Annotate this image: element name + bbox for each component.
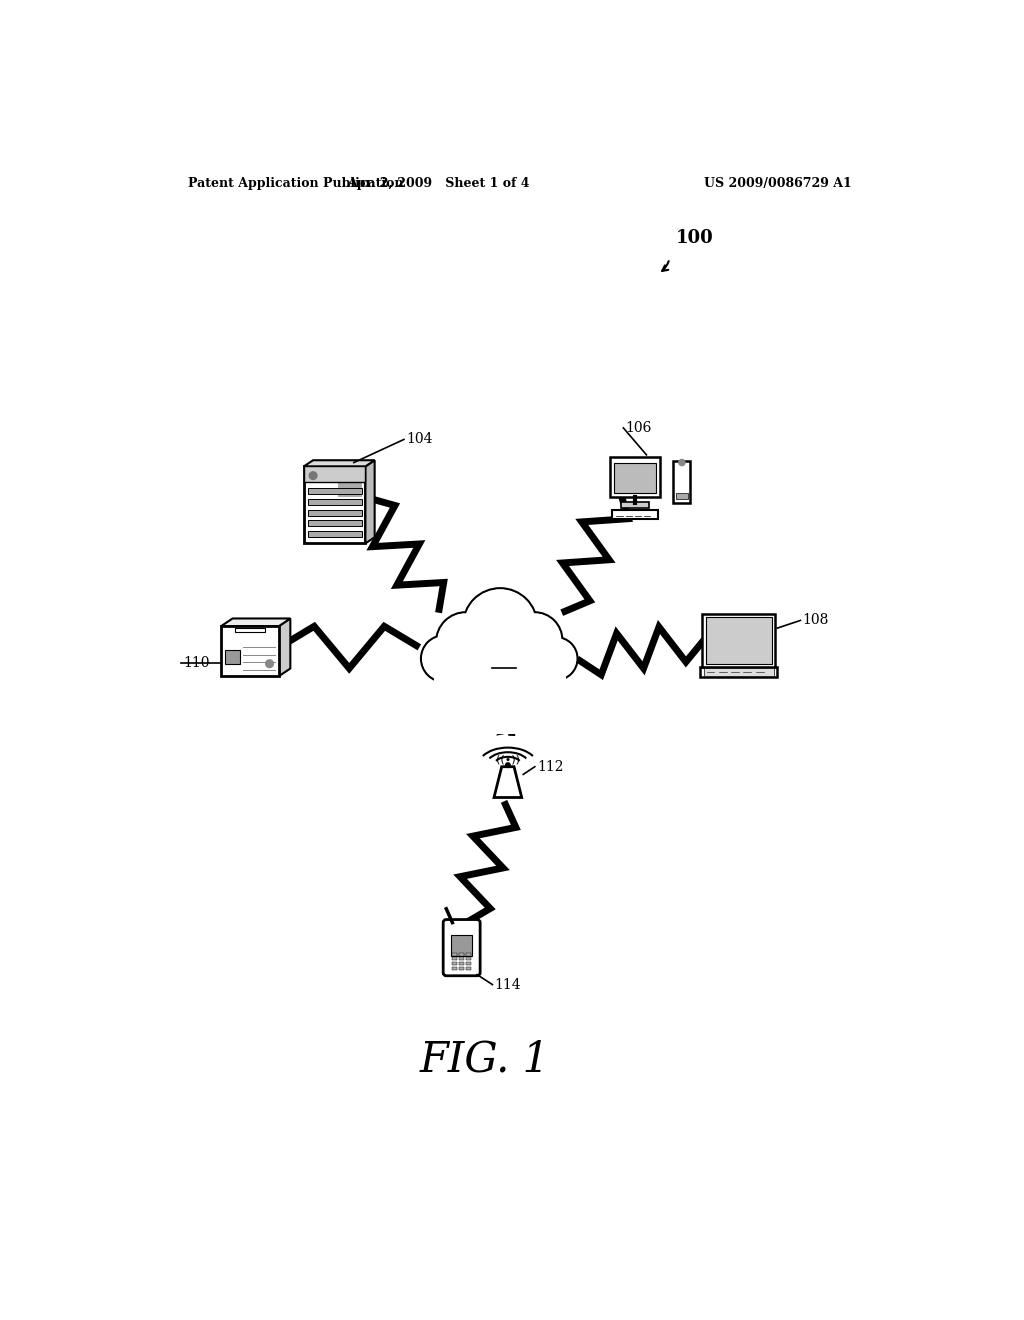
Text: NETWORK: NETWORK [454,628,555,645]
Bar [459,953,464,956]
Bar [452,962,457,965]
Bar [434,684,566,734]
Text: 102: 102 [489,656,518,669]
Bar [452,966,457,970]
FancyBboxPatch shape [443,920,480,975]
Polygon shape [279,619,291,676]
Bar [234,628,265,632]
Circle shape [436,612,496,672]
Circle shape [499,647,540,689]
Polygon shape [221,619,291,626]
Circle shape [497,645,542,690]
Circle shape [423,638,466,680]
Circle shape [309,471,316,479]
Circle shape [459,645,503,690]
Circle shape [537,639,575,678]
Bar [452,957,457,961]
Text: Patent Application Publication: Patent Application Publication [188,177,403,190]
Text: 110: 110 [183,656,210,669]
Circle shape [463,589,538,663]
Circle shape [465,590,536,661]
Bar [466,966,471,970]
Bar [434,657,566,690]
Bar [466,957,471,961]
Bar [451,935,472,956]
Bar [610,457,659,498]
Circle shape [461,647,502,689]
Text: 114: 114 [495,978,521,991]
Text: Apr. 2, 2009   Sheet 1 of 4: Apr. 2, 2009 Sheet 1 of 4 [347,177,529,190]
Bar [466,953,471,956]
Bar [674,461,690,503]
Text: 112: 112 [538,760,563,774]
Circle shape [535,638,578,680]
Bar [676,492,688,499]
Bar [307,531,361,537]
Bar [307,520,361,527]
Text: 100: 100 [676,228,714,247]
Bar [702,614,775,667]
Bar [705,668,773,676]
Circle shape [506,763,510,767]
Bar [707,618,772,664]
Bar [434,663,566,693]
Bar [700,667,777,677]
Circle shape [265,660,273,668]
Circle shape [421,635,467,681]
Bar [452,953,457,956]
Bar [621,502,649,508]
Circle shape [438,614,494,671]
Text: 106: 106 [626,421,652,434]
Bar [304,466,366,544]
Text: 104: 104 [407,433,433,446]
Bar [339,470,361,498]
Bar [613,462,656,494]
Circle shape [679,459,685,466]
Bar [304,466,366,482]
Text: ((•)): ((•)) [496,754,520,764]
Circle shape [507,612,562,668]
Bar [459,957,464,961]
Text: 108: 108 [803,614,829,627]
Bar [459,962,464,965]
Bar [221,626,279,676]
Bar [466,962,471,965]
Circle shape [508,614,561,667]
Text: FIG. 1: FIG. 1 [420,1039,550,1080]
Polygon shape [494,767,521,797]
Bar [225,649,241,664]
Bar [307,510,361,516]
Bar [307,499,361,506]
Polygon shape [366,461,375,544]
Bar [459,966,464,970]
Text: US 2009/0086729 A1: US 2009/0086729 A1 [705,177,852,190]
Polygon shape [304,461,375,466]
Bar [611,510,658,519]
Bar [307,488,361,494]
